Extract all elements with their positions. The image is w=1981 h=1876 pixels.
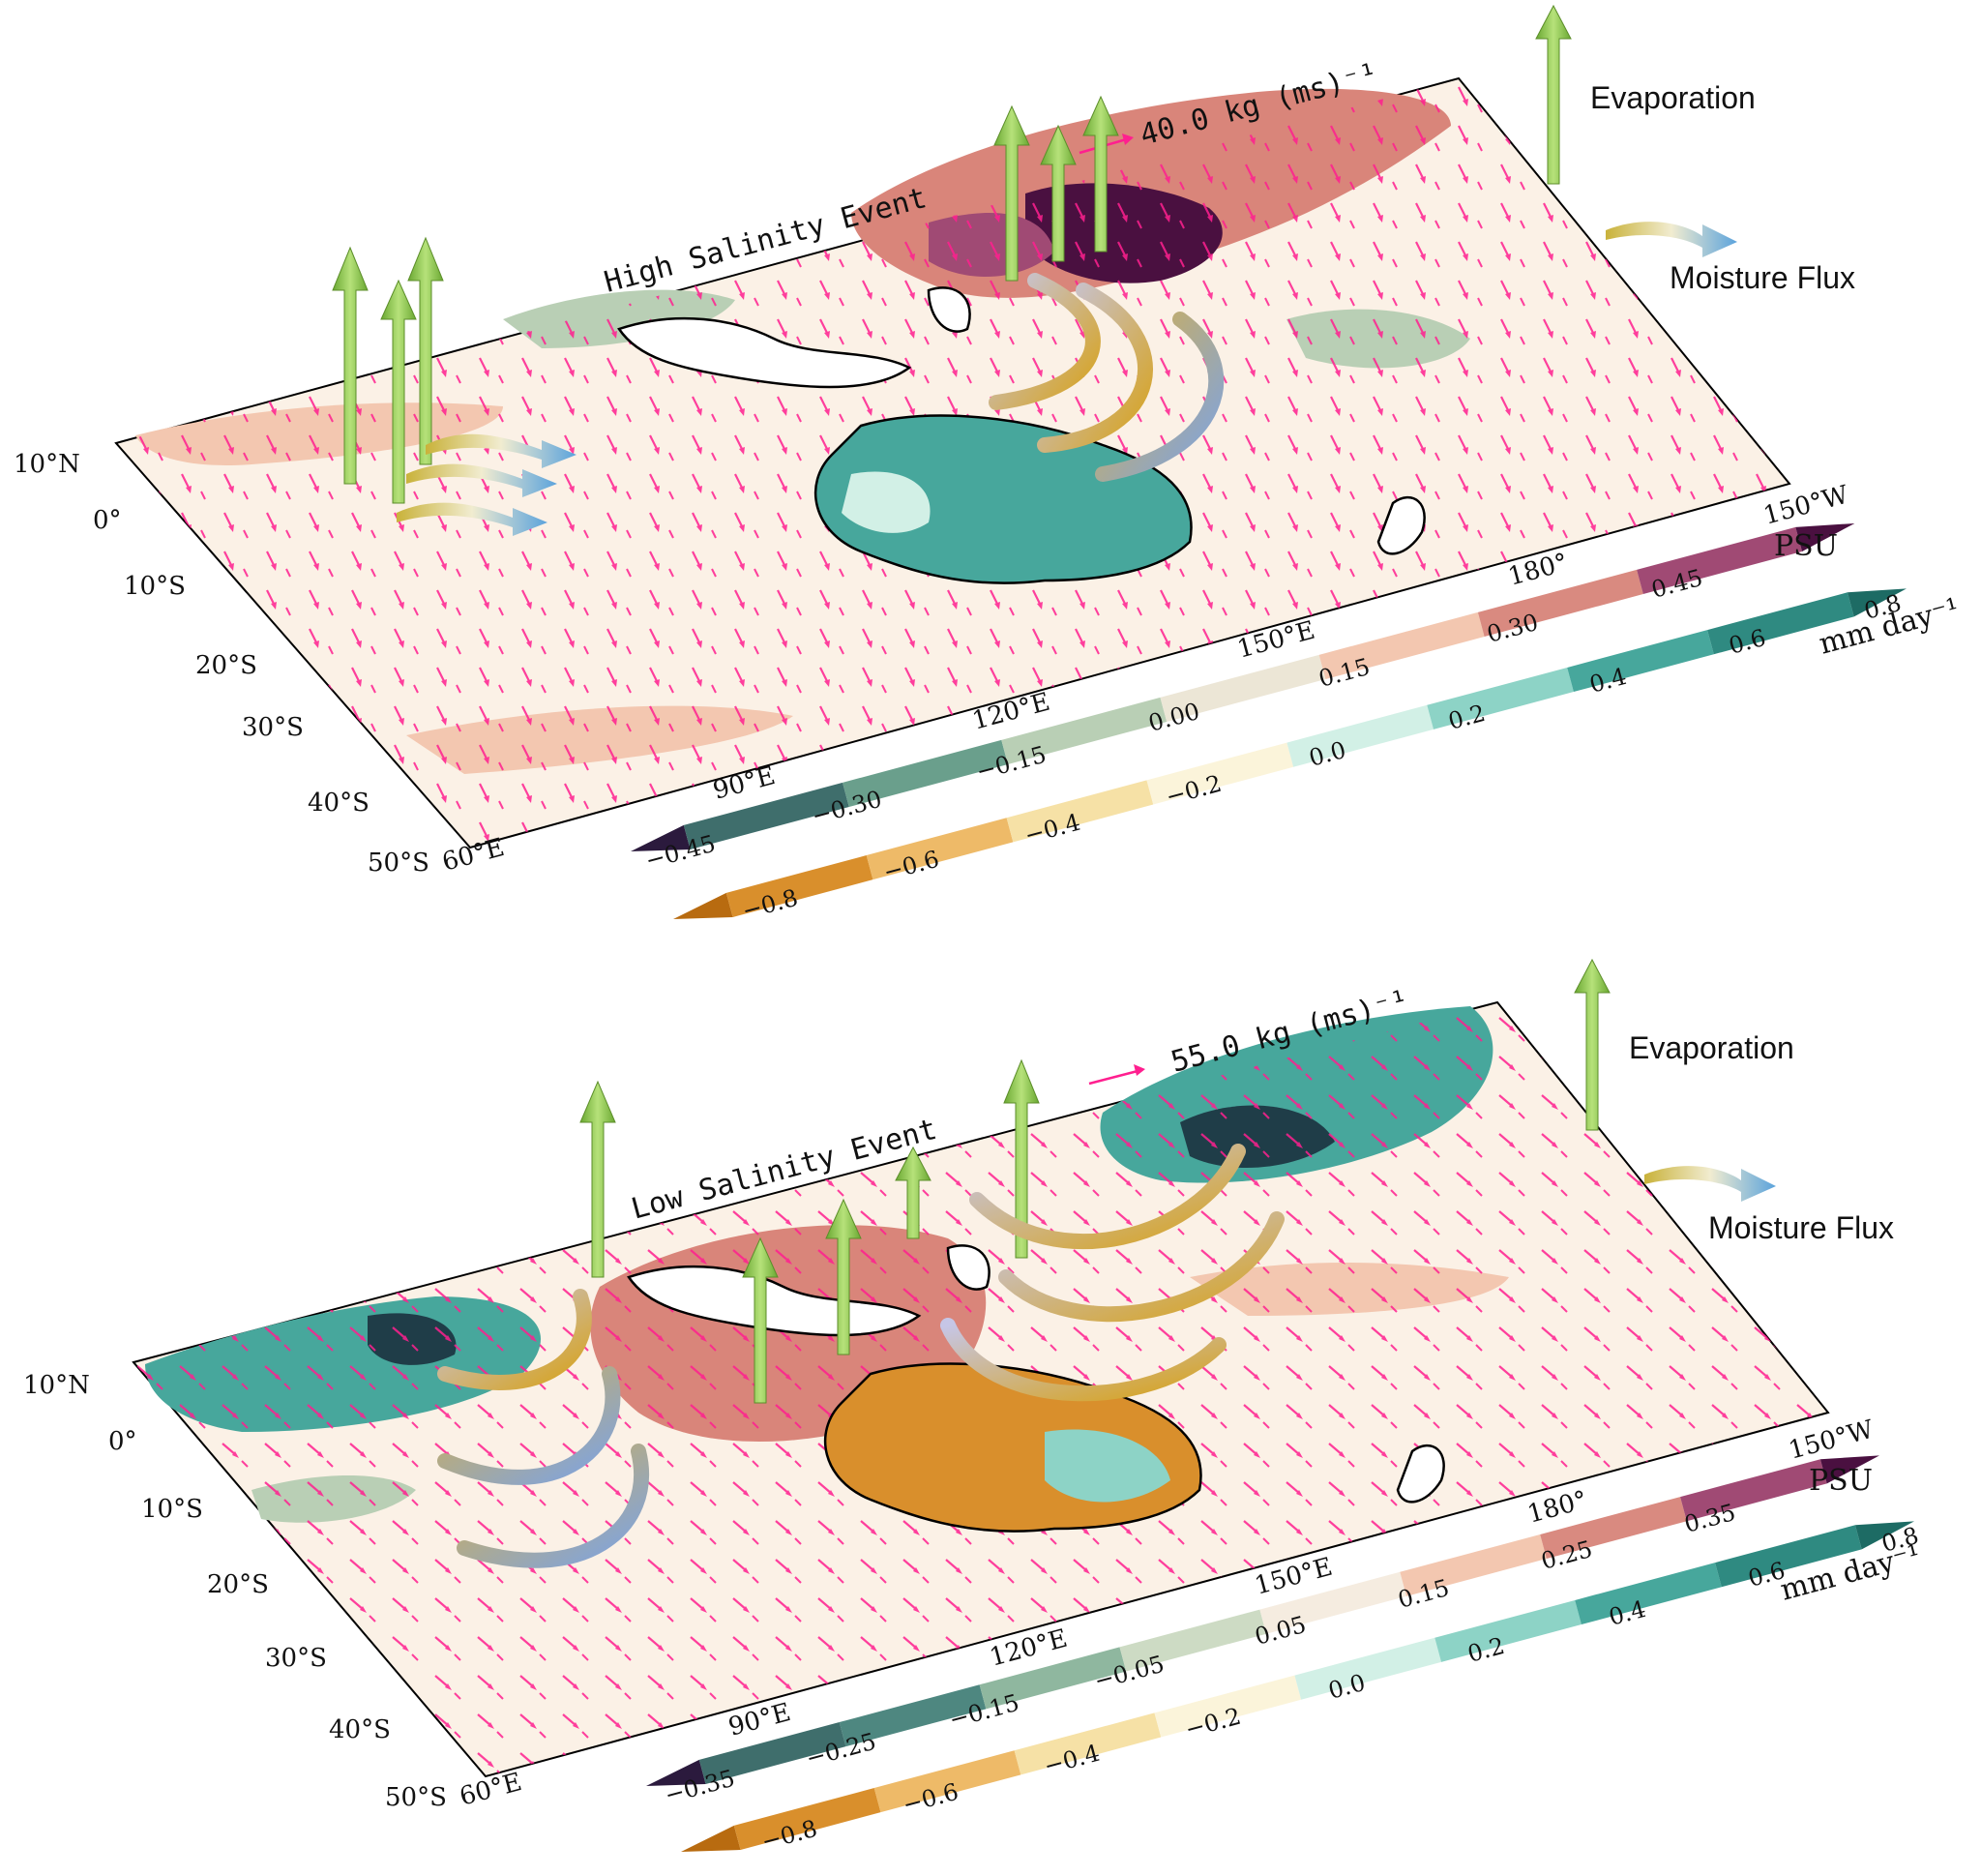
legend-bottom: Evaporation Moisture Flux xyxy=(1574,958,1894,1245)
evap-anomaly-australia-top xyxy=(842,471,931,533)
lon-label: 60°E xyxy=(457,1768,525,1812)
lon-label: 60°E xyxy=(439,833,508,878)
land-philippines-top xyxy=(927,286,971,333)
moisture-flux-arrows-top xyxy=(397,433,577,536)
lat-label: 10°N xyxy=(23,1371,90,1400)
evaporation-legend-icon xyxy=(1535,4,1572,185)
colorbar-psu-top xyxy=(631,522,1855,851)
legend-evaporation-top: Evaporation xyxy=(1590,80,1756,115)
psu-unit: PSU xyxy=(1809,1464,1873,1498)
evaporation-legend-icon xyxy=(1574,958,1611,1131)
evap-anomaly-australia-bottom xyxy=(1045,1429,1170,1503)
lat-label: 40°S xyxy=(308,789,370,818)
lat-label: 50°S xyxy=(385,1783,447,1812)
legend-evaporation-bottom: Evaporation xyxy=(1629,1030,1794,1065)
curved-flux-arrows-bottom xyxy=(437,1144,1285,1568)
colorbar-evap-bottom xyxy=(681,1521,1915,1852)
legend-moisture-flux-bottom: Moisture Flux xyxy=(1708,1210,1894,1245)
land-newzealand-top xyxy=(1376,495,1426,555)
land-newzealand-bottom xyxy=(1396,1444,1445,1504)
land-philippines-bottom xyxy=(946,1244,990,1291)
moisture-flux-legend-icon xyxy=(1606,222,1737,257)
curved-flux-arrows-top xyxy=(989,273,1225,482)
panel-top: High Salinity Event 40.0 kg (ms)⁻¹ 10°N … xyxy=(14,4,1963,925)
lat-label: 50°S xyxy=(368,849,429,878)
lat-label: 0° xyxy=(93,506,122,535)
panel-bottom: Low Salinity Event 55.0 kg (ms)⁻¹ 10°N 0… xyxy=(23,958,1924,1856)
moisture-flux-legend-icon xyxy=(1644,1166,1776,1202)
legend-moisture-flux-top: Moisture Flux xyxy=(1670,260,1855,295)
legend-top: Evaporation Moisture Flux xyxy=(1535,4,1855,295)
psu-unit: PSU xyxy=(1774,529,1838,563)
lat-label: 40°S xyxy=(329,1715,391,1744)
lat-label: 30°S xyxy=(265,1644,327,1673)
land-indonesia-top xyxy=(617,316,912,389)
lat-label: 10°S xyxy=(141,1495,203,1524)
lat-label: 20°S xyxy=(195,651,257,680)
lat-label: 30°S xyxy=(242,713,304,742)
lat-label: 20°S xyxy=(207,1570,269,1599)
colorbar-evap-top xyxy=(673,588,1907,919)
land-australia-top xyxy=(813,414,1193,584)
lat-label: 0° xyxy=(108,1427,137,1456)
evaporation-arrows-top xyxy=(332,95,1119,504)
lat-label: 10°S xyxy=(124,572,186,601)
colorbar-psu-bottom xyxy=(646,1455,1880,1786)
lat-label: 10°N xyxy=(14,450,80,479)
